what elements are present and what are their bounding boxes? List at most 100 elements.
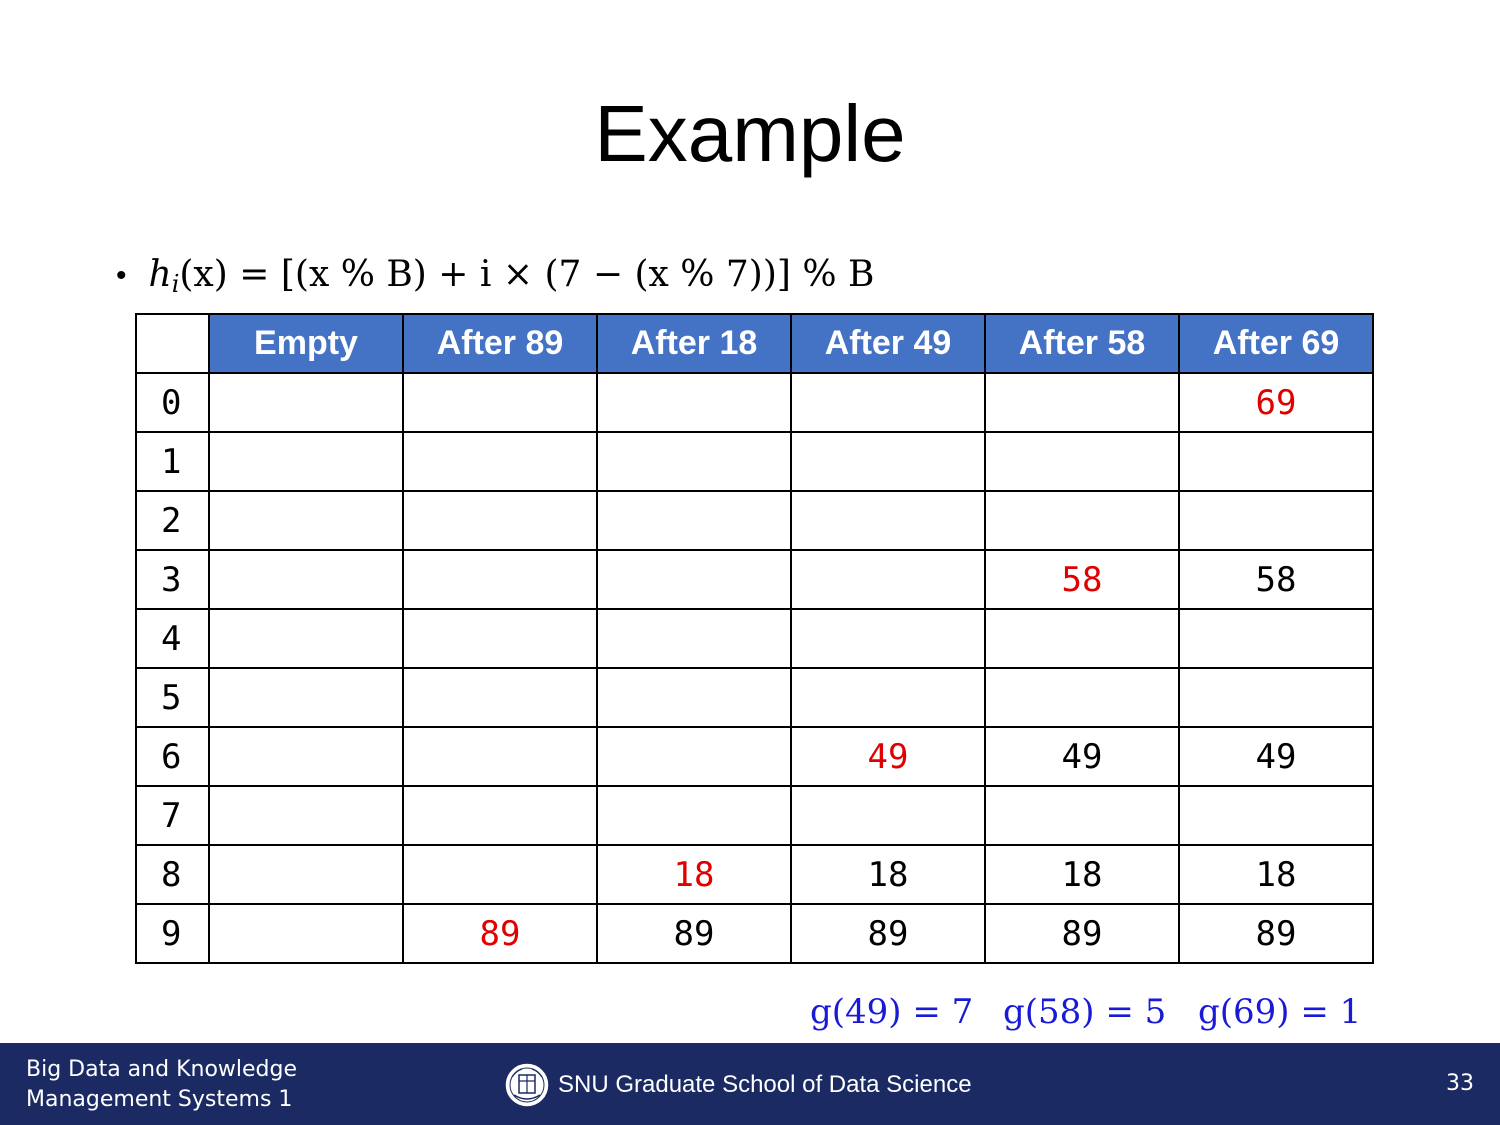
column-header: After 58 [984,313,1180,374]
bucket-index: 1 [135,431,210,492]
bucket-index: 3 [135,549,210,610]
bucket-index: 2 [135,490,210,551]
table-row: 6 49 49 49 [135,726,1374,787]
bucket-cell [984,667,1180,728]
bucket-cell [208,844,404,905]
bucket-cell [402,490,598,551]
table-body: 0 69 1 2 3 58 58 4 5 6 49 49 49 7 8 18 18 18 18 9 89 89 89 89 89 [135,372,1374,964]
bucket-index: 9 [135,903,210,964]
bucket-cell: 58 [1178,549,1374,610]
bucket-cell [790,490,986,551]
column-header: After 49 [790,313,986,374]
bucket-cell: 89 [790,903,986,964]
bucket-cell [596,667,792,728]
slide-title: Example [594,89,906,178]
school-brand: SNU Graduate School of Data Science [502,1061,972,1109]
bucket-index: 0 [135,372,210,433]
bucket-cell [596,726,792,787]
bucket-index: 7 [135,785,210,846]
table-row: 8 18 18 18 18 [135,844,1374,905]
column-header: After 89 [402,313,598,374]
snu-emblem-icon [504,1062,550,1108]
bucket-cell [402,608,598,669]
bucket-cell [790,431,986,492]
column-header: After 18 [596,313,792,374]
formula-subscript: i [171,270,180,298]
table-header-row: Empty After 89 After 18 After 49 After 5… [135,313,1374,374]
bucket-cell [790,608,986,669]
bucket-cell [402,549,598,610]
bucket-cell [208,608,404,669]
bucket-cell [984,608,1180,669]
corner-cell [135,313,210,374]
bucket-cell [402,844,598,905]
formula-rhs: = [(x % B) + i × (7 − (x % 7))] % B [239,254,875,295]
bucket-cell [208,549,404,610]
bucket-cell [984,431,1180,492]
table-row: 3 58 58 [135,549,1374,610]
bucket-cell: 58 [984,549,1180,610]
bucket-cell [596,431,792,492]
footer-bar: Big Data and Knowledge Management System… [0,1043,1500,1125]
bucket-index: 8 [135,844,210,905]
table-row: 5 [135,667,1374,728]
column-header: Empty [208,313,404,374]
course-name: Big Data and Knowledge Management System… [26,1055,326,1115]
bucket-cell [596,549,792,610]
bucket-cell: 89 [596,903,792,964]
bucket-cell [208,667,404,728]
bucket-cell [402,372,598,433]
hash-formula: hi(x) = [(x % B) + i × (7 − (x % 7))] % … [149,254,875,298]
bucket-index: 4 [135,608,210,669]
table-row: 7 [135,785,1374,846]
table-row: 2 [135,490,1374,551]
hash-table: Empty After 89 After 18 After 49 After 5… [135,313,1374,964]
page-number: 33 [1446,1071,1474,1096]
table-row: 9 89 89 89 89 89 [135,903,1374,964]
bucket-cell [790,785,986,846]
bucket-cell [208,726,404,787]
bucket-cell [596,372,792,433]
table-row: 0 69 [135,372,1374,433]
bucket-cell [596,785,792,846]
bucket-cell [596,608,792,669]
bucket-cell [596,490,792,551]
bucket-cell [402,726,598,787]
bucket-cell [790,667,986,728]
formula-func: h [148,254,172,295]
bucket-cell [208,490,404,551]
table-row: 4 [135,608,1374,669]
bucket-cell [984,372,1180,433]
bucket-cell [984,490,1180,551]
bucket-cell [1178,667,1374,728]
bucket-cell [208,903,404,964]
bucket-cell: 49 [984,726,1180,787]
bucket-cell: 49 [1178,726,1374,787]
bucket-cell [1178,785,1374,846]
bucket-cell [402,667,598,728]
bucket-cell [402,431,598,492]
bucket-cell [1178,490,1374,551]
bucket-cell [1178,431,1374,492]
bucket-cell: 89 [984,903,1180,964]
bucket-cell: 18 [984,844,1180,905]
bucket-cell [208,785,404,846]
bucket-cell: 18 [1178,844,1374,905]
column-header: After 69 [1178,313,1374,374]
bucket-cell [402,785,598,846]
table-row: 1 [135,431,1374,492]
bucket-index: 6 [135,726,210,787]
bucket-cell [790,372,986,433]
school-name: SNU Graduate School of Data Science [558,1071,972,1098]
bucket-cell [208,431,404,492]
course-name-line1: Big Data and Knowledge [26,1057,298,1082]
bucket-cell: 18 [790,844,986,905]
bucket-cell: 49 [790,726,986,787]
bucket-cell [790,549,986,610]
bucket-cell [208,372,404,433]
bucket-cell: 89 [402,903,598,964]
g-value-58: g(58) = 5 [1003,992,1167,1032]
bucket-index: 5 [135,667,210,728]
formula-bullet: • hi(x) = [(x % B) + i × (7 − (x % 7))] … [116,248,875,304]
g-value-69: g(69) = 1 [1198,992,1362,1032]
